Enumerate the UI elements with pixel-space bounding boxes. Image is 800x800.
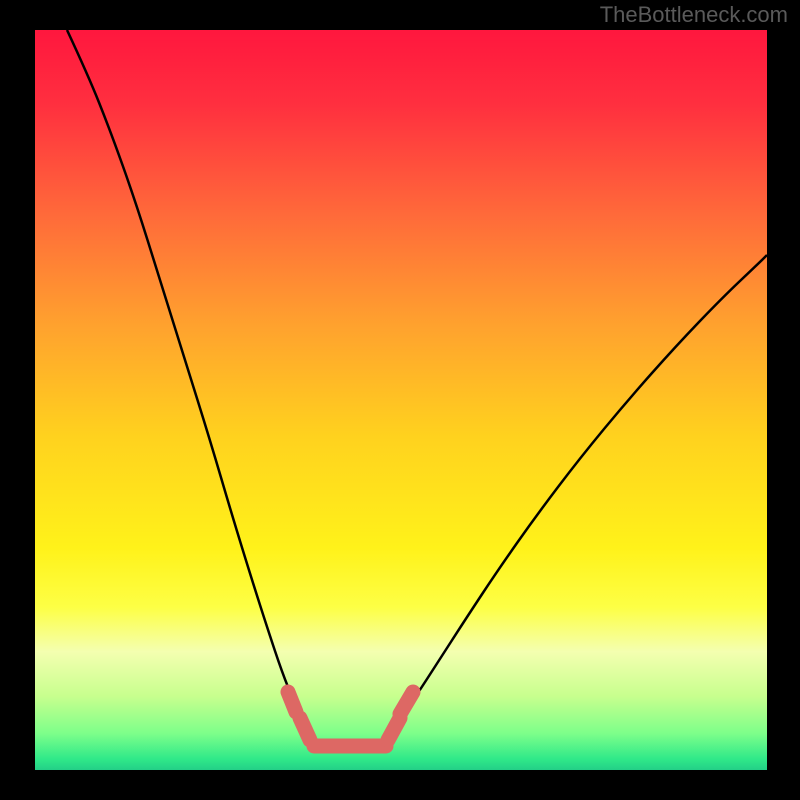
valley-segment [288, 692, 296, 712]
gradient-background [35, 30, 767, 770]
chart-container: TheBottleneck.com [0, 0, 800, 800]
watermark-text: TheBottleneck.com [600, 2, 788, 28]
chart-svg [0, 0, 800, 800]
valley-segment [388, 718, 400, 740]
valley-segment [300, 718, 310, 740]
